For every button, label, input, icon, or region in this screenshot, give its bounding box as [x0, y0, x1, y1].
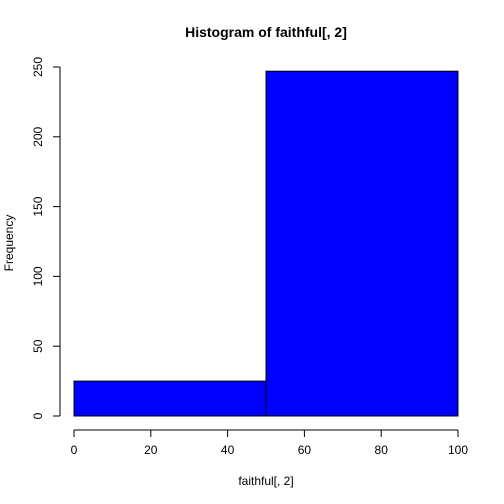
y-axis-label: Frequency — [2, 215, 16, 272]
y-tick-label: 0 — [31, 412, 45, 419]
x-tick-label: 0 — [71, 443, 78, 457]
y-tick-label: 150 — [31, 196, 45, 216]
histogram-bar — [73, 380, 267, 417]
histogram-bar — [265, 70, 459, 417]
x-tick-label: 80 — [375, 443, 389, 457]
y-axis: 0 50 100 150 200 250 — [31, 57, 61, 419]
x-tick-label: 100 — [448, 443, 468, 457]
y-tick-label: 50 — [31, 339, 45, 353]
x-axis: 0 20 40 60 80 100 — [71, 429, 468, 457]
x-tick-label: 20 — [144, 443, 158, 457]
x-tick-label: 60 — [298, 443, 312, 457]
y-tick-label: 250 — [31, 57, 45, 77]
y-tick-label: 200 — [31, 126, 45, 146]
y-tick-label: 100 — [31, 266, 45, 286]
x-axis-label: faithful[, 2] — [238, 474, 293, 488]
x-tick-label: 40 — [221, 443, 235, 457]
histogram-bars — [73, 70, 459, 417]
chart-title: Histogram of faithful[, 2] — [185, 24, 347, 40]
